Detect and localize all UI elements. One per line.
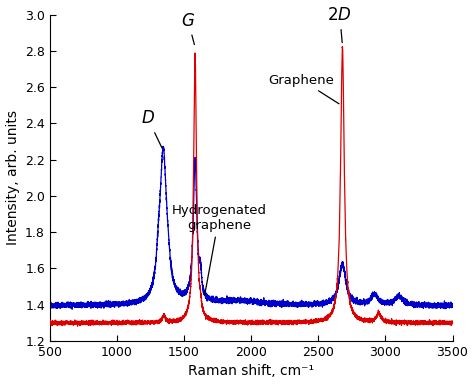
Text: Graphene: Graphene xyxy=(269,73,339,104)
Text: Hydrogenated
graphene: Hydrogenated graphene xyxy=(172,204,266,295)
Text: $D$: $D$ xyxy=(141,109,162,148)
Text: $2D$: $2D$ xyxy=(328,6,352,43)
Y-axis label: Intensity, arb. units: Intensity, arb. units xyxy=(6,110,19,245)
X-axis label: Raman shift, cm⁻¹: Raman shift, cm⁻¹ xyxy=(188,364,314,379)
Text: $G$: $G$ xyxy=(181,12,195,45)
